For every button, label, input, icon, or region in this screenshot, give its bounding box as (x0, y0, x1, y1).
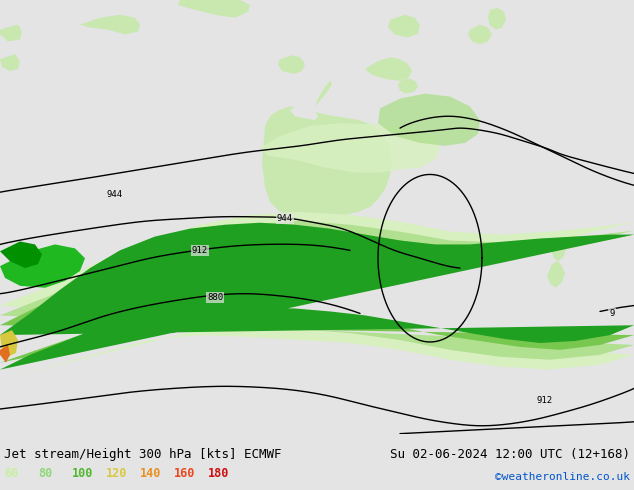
Polygon shape (262, 106, 392, 219)
Polygon shape (547, 261, 565, 288)
Polygon shape (365, 57, 412, 81)
Polygon shape (0, 227, 634, 363)
Polygon shape (0, 330, 18, 357)
Polygon shape (0, 221, 634, 369)
Polygon shape (552, 242, 566, 261)
Polygon shape (278, 55, 305, 74)
Polygon shape (398, 79, 418, 94)
Polygon shape (0, 24, 22, 41)
Text: ©weatheronline.co.uk: ©weatheronline.co.uk (495, 472, 630, 482)
Polygon shape (290, 103, 318, 120)
Polygon shape (260, 123, 440, 172)
Text: 160: 160 (174, 467, 195, 480)
Text: 9: 9 (609, 309, 615, 318)
Text: 60: 60 (4, 467, 18, 480)
Text: 944: 944 (277, 214, 293, 223)
Polygon shape (0, 345, 10, 363)
Polygon shape (0, 245, 85, 288)
Text: 912: 912 (192, 246, 208, 255)
Text: 120: 120 (106, 467, 127, 480)
Text: 180: 180 (208, 467, 230, 480)
Text: Su 02-06-2024 12:00 UTC (12+168): Su 02-06-2024 12:00 UTC (12+168) (390, 448, 630, 461)
Text: 912: 912 (537, 395, 553, 405)
Polygon shape (0, 54, 20, 71)
Polygon shape (334, 223, 350, 239)
Polygon shape (80, 15, 140, 34)
Text: 140: 140 (140, 467, 162, 480)
Polygon shape (388, 15, 420, 37)
Polygon shape (0, 212, 634, 379)
Text: 80: 80 (38, 467, 52, 480)
Polygon shape (178, 0, 250, 18)
Polygon shape (488, 8, 506, 29)
Text: 944: 944 (107, 190, 123, 198)
Polygon shape (315, 81, 332, 106)
Text: Jet stream/Height 300 hPa [kts] ECMWF: Jet stream/Height 300 hPa [kts] ECMWF (4, 448, 281, 461)
Polygon shape (378, 94, 480, 146)
Text: 100: 100 (72, 467, 93, 480)
Text: 880: 880 (207, 293, 223, 302)
Polygon shape (0, 223, 634, 369)
Polygon shape (0, 242, 42, 268)
Polygon shape (468, 24, 492, 45)
